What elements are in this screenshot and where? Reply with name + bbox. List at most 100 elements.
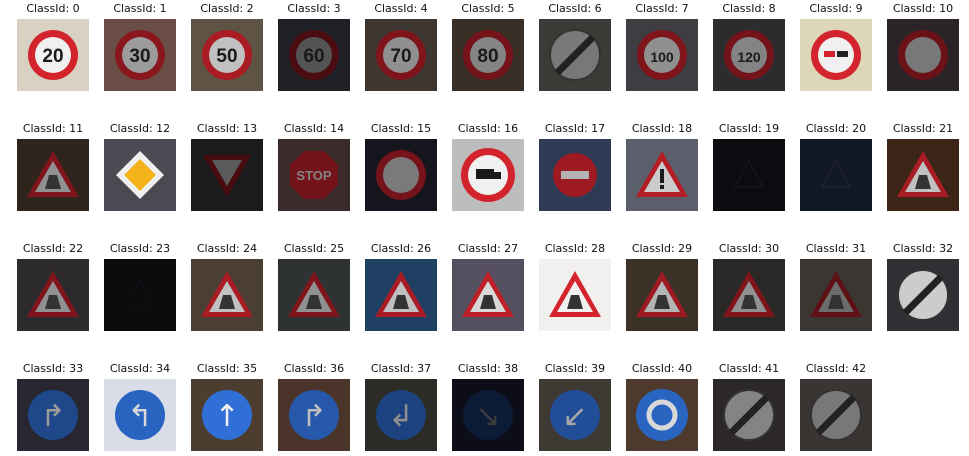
class-id-title: ClassId: 9 [809,2,863,15]
class-sample: ClassId: 39 ↙ [538,362,612,452]
no-overtaking-sign [800,19,872,91]
road-narrows-sign [191,259,263,331]
class-id-title: ClassId: 6 [548,2,602,15]
class-id-title: ClassId: 13 [196,122,258,135]
no-entry-sign-image [539,139,611,211]
class-sample: ClassId: 28 [538,242,612,332]
class-sample: ClassId: 5 80 [451,2,525,92]
slippery-road-sign [104,259,176,331]
end-of-no-passing-sign-image [713,379,785,451]
no-overtaking-trucks-sign-image [887,19,959,91]
slippery-road-sign-image [104,259,176,331]
class-sample: ClassId: 16 [451,122,525,212]
class-sample: ClassId: 41 [712,362,786,452]
svg-text:20: 20 [42,46,63,67]
speed-limit-100-sign: 100 [626,19,698,91]
roundabout-mandatory-sign-image [626,379,698,451]
class-id-title: ClassId: 11 [22,122,84,135]
no-trucks-sign-image [452,139,524,211]
general-caution-sign-image [626,139,698,211]
class-id-title: ClassId: 24 [196,242,258,255]
class-sample: ClassId: 11 [16,122,90,212]
ahead-only-sign-image: ↑ [191,379,263,451]
bumpy-road-sign-image [17,259,89,331]
class-id-title: ClassId: 10 [892,2,954,15]
go-straight-or-left-sign: ↲ [365,379,437,451]
svg-text:STOP: STOP [296,168,331,183]
svg-text:↱: ↱ [301,399,326,434]
class-id-title: ClassId: 42 [805,362,867,375]
stop-sign: STOP [278,139,350,211]
class-id-title: ClassId: 30 [718,242,780,255]
end-all-limits-sign [887,259,959,331]
dangerous-curve-left-sign-image [713,139,785,211]
class-id-title: ClassId: 16 [457,122,519,135]
stop-sign-image: STOP [278,139,350,211]
dangerous-curve-right-sign-image [800,139,872,211]
end-of-no-passing-sign [713,379,785,451]
class-sample: ClassId: 31 [799,242,873,332]
priority-road-sign-image [104,139,176,211]
class-id-title: ClassId: 22 [22,242,84,255]
svg-text:60: 60 [303,46,324,67]
speed-limit-70-sign: 70 [365,19,437,91]
road-narrows-sign-image [191,259,263,331]
no-overtaking-sign-image [800,19,872,91]
yield-sign [191,139,263,211]
class-sample: ClassId: 25 [277,242,351,332]
class-sample: ClassId: 19 [712,122,786,212]
class-id-title: ClassId: 8 [722,2,776,15]
no-entry-sign [539,139,611,211]
class-sample: ClassId: 0 20 [16,2,90,92]
class-id-title: ClassId: 23 [109,242,171,255]
ice-snow-sign [713,259,785,331]
bumpy-road-sign [17,259,89,331]
class-id-title: ClassId: 36 [283,362,345,375]
class-id-title: ClassId: 26 [370,242,432,255]
general-caution-sign [626,139,698,211]
class-id-title: ClassId: 12 [109,122,171,135]
end-speed-limit-sign [539,19,611,91]
class-id-title: ClassId: 33 [22,362,84,375]
svg-text:↰: ↰ [127,399,152,434]
class-id-title: ClassId: 0 [26,2,80,15]
svg-text:↑: ↑ [214,399,239,434]
priority-road-sign [104,139,176,211]
svg-text:120: 120 [737,49,761,65]
speed-limit-80-sign-image: 80 [452,19,524,91]
class-sample: ClassId: 22 [16,242,90,332]
svg-text:↲: ↲ [388,399,413,434]
class-sample: ClassId: 40 [625,362,699,452]
class-sample: ClassId: 38 ↘ [451,362,525,452]
yield-sign-image [191,139,263,211]
class-sample: ClassId: 2 50 [190,2,264,92]
class-sample: ClassId: 13 [190,122,264,212]
class-id-title: ClassId: 25 [283,242,345,255]
speed-limit-50-sign: 50 [191,19,263,91]
keep-right-sign: ↘ [452,379,524,451]
speed-limit-30-sign-image: 30 [104,19,176,91]
class-sample: ClassId: 42 [799,362,873,452]
class-id-title: ClassId: 32 [892,242,954,255]
class-id-title: ClassId: 14 [283,122,345,135]
class-id-title: ClassId: 28 [544,242,606,255]
class-sample: ClassId: 29 [625,242,699,332]
class-sample: ClassId: 6 [538,2,612,92]
class-id-title: ClassId: 21 [892,122,954,135]
svg-text:30: 30 [129,46,150,67]
children-crossing-sign [539,259,611,331]
class-sample: ClassId: 27 [451,242,525,332]
no-overtaking-trucks-sign [887,19,959,91]
class-id-title: ClassId: 2 [200,2,254,15]
no-trucks-sign [452,139,524,211]
speed-limit-50-sign-image: 50 [191,19,263,91]
bicycles-crossing-sign-image [626,259,698,331]
class-sample: ClassId: 3 60 [277,2,351,92]
dangerous-curve-left-sign [713,139,785,211]
svg-text:↙: ↙ [562,399,587,434]
road-work-sign [278,259,350,331]
speed-limit-20-sign-image: 20 [17,19,89,91]
pedestrians-sign-image [452,259,524,331]
class-sample: ClassId: 10 [886,2,960,92]
road-work-sign-image [278,259,350,331]
